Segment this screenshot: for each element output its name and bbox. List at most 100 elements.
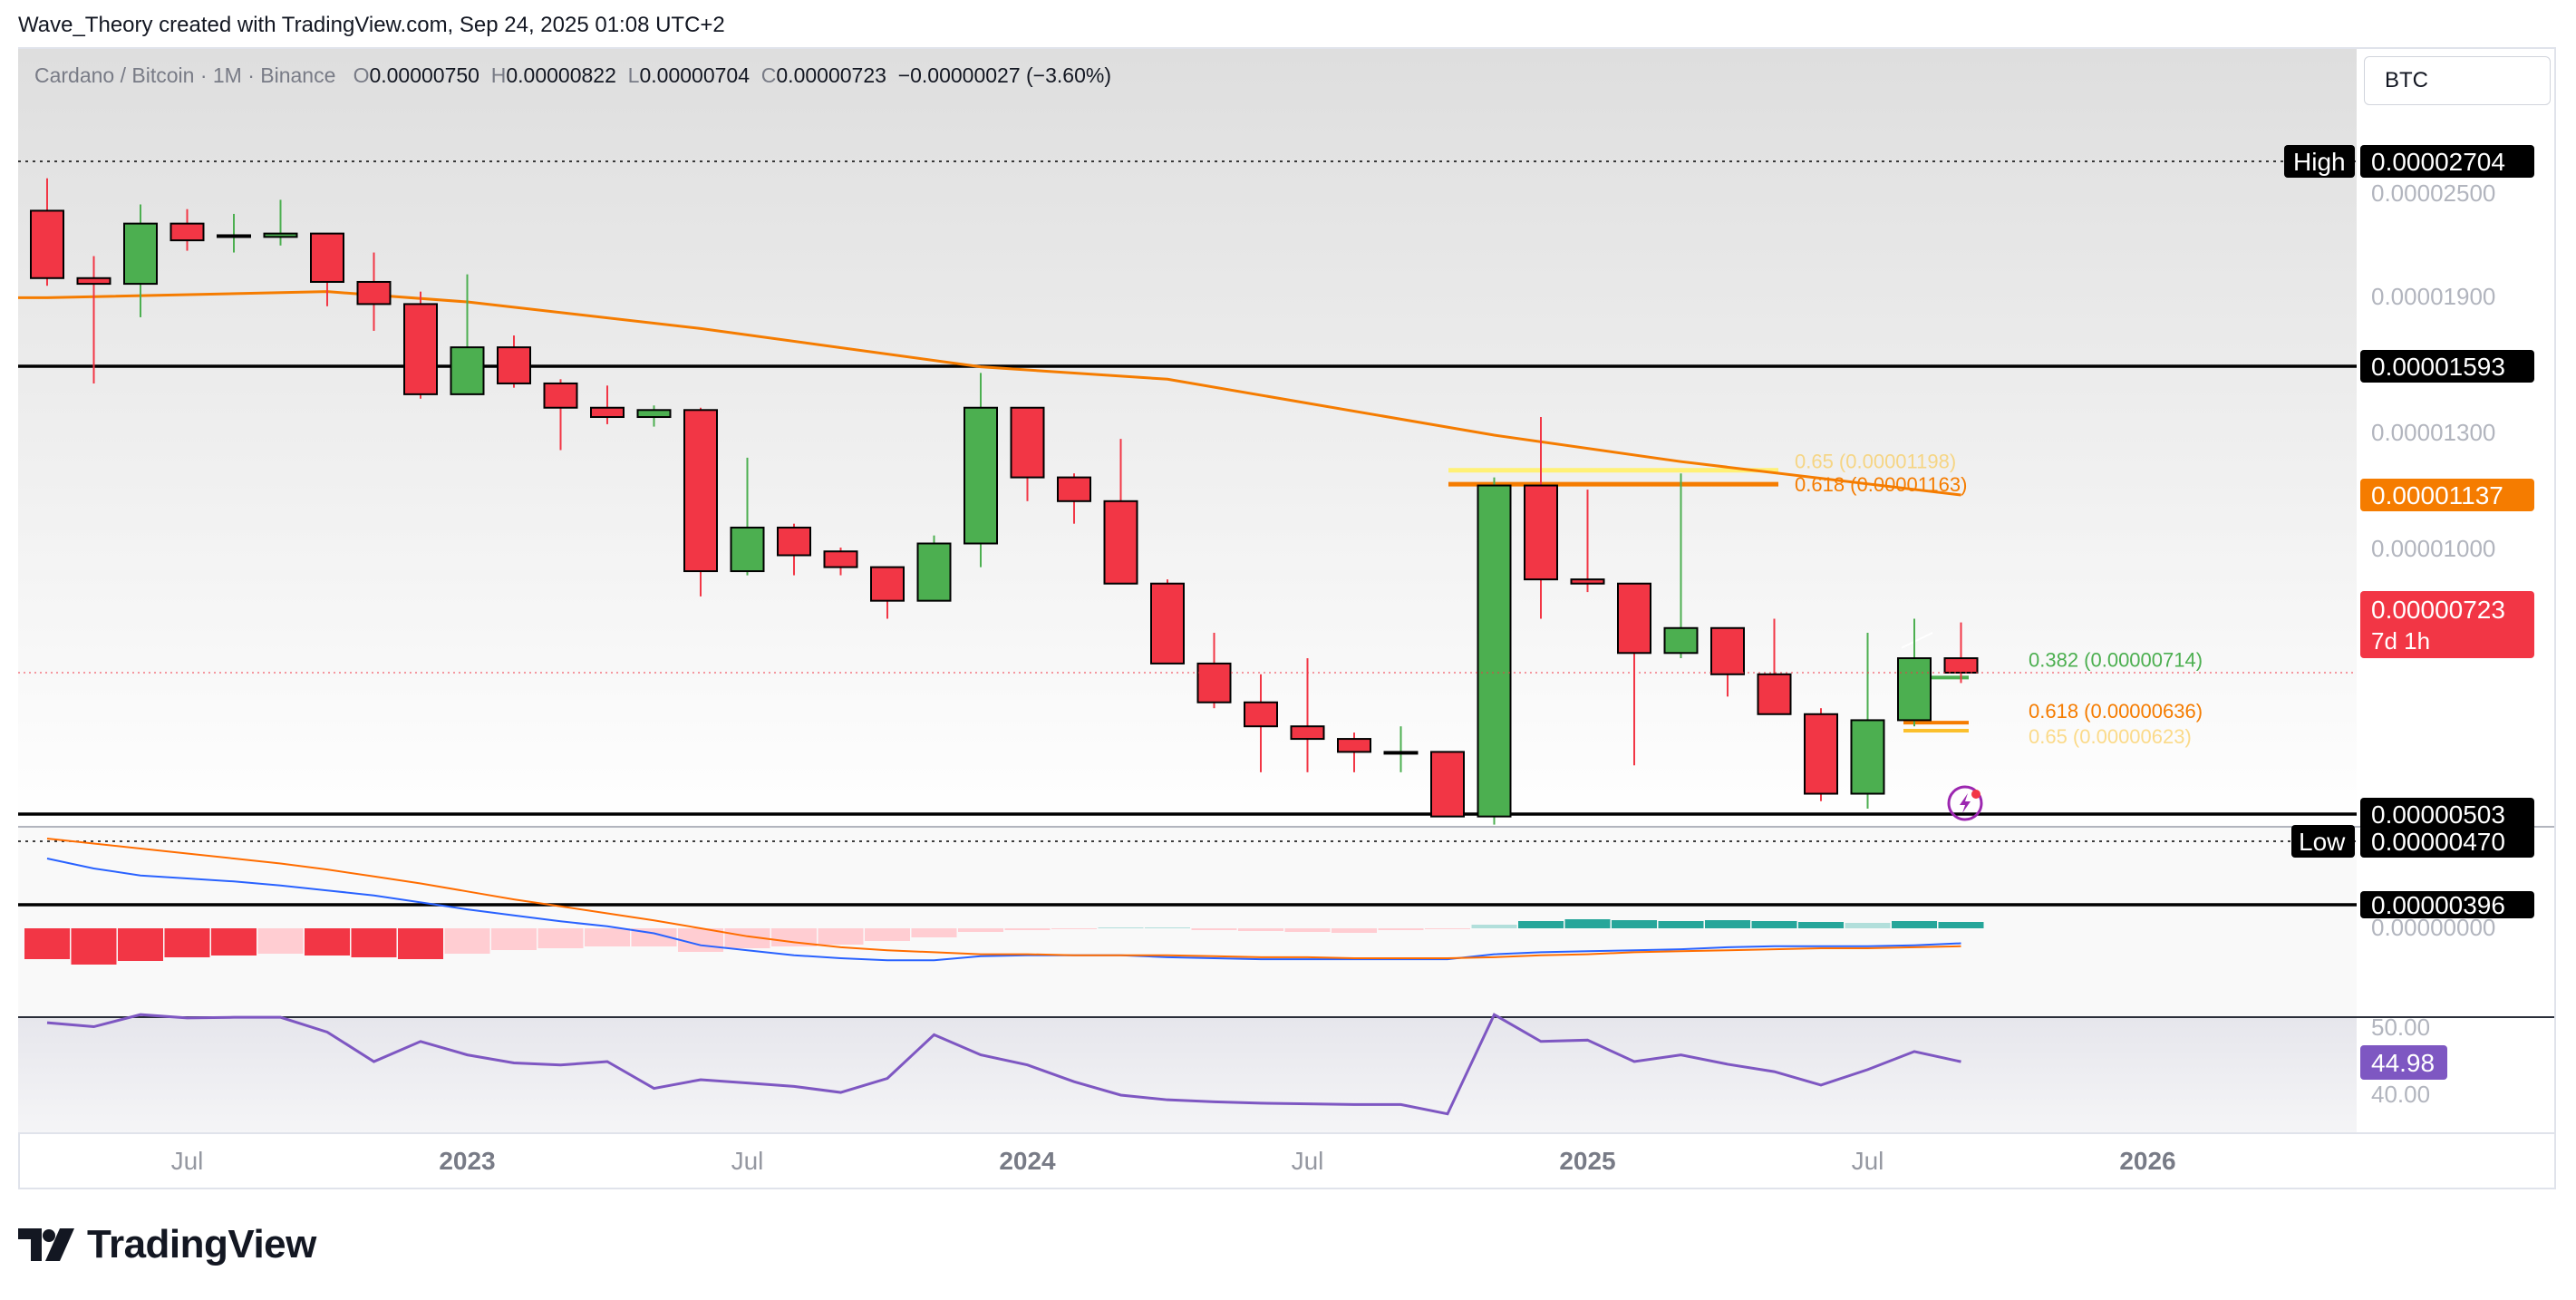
macd-histogram-bar	[1798, 922, 1844, 928]
candle-body	[123, 222, 158, 286]
time-axis-tick: Jul	[1852, 1147, 1884, 1175]
candle-body	[1103, 500, 1138, 585]
candle-body	[1290, 725, 1325, 741]
macd-histogram-bar	[911, 928, 957, 937]
rsi-line	[46, 1013, 1961, 1116]
time-axis-tick: 2023	[439, 1147, 495, 1175]
candle-body	[403, 303, 438, 395]
low-value-tag: 0.00000470	[2371, 828, 2505, 856]
level-1593-tag: 0.00001593	[2371, 353, 2505, 381]
macd-histogram-bar	[305, 928, 350, 956]
time-axis-tick: 2025	[1559, 1147, 1615, 1175]
candle-body	[1570, 578, 1605, 585]
fib-anchor-line	[1901, 632, 1933, 649]
macd-histogram-bar	[1332, 928, 1377, 933]
ema-value-tag-bg	[2360, 479, 2534, 511]
rsi-value-tag: 44.98	[2371, 1049, 2435, 1077]
candle-body	[823, 550, 858, 568]
time-axis-tick: 2024	[999, 1147, 1056, 1175]
macd-histogram-bar	[1705, 920, 1750, 928]
price-axis-tick: 0.00001300	[2371, 419, 2495, 446]
candle-body	[964, 406, 998, 545]
macd-histogram-bar	[958, 928, 1003, 932]
fib-label-0382-lower: 0.382 (0.00000714)	[2029, 648, 2203, 671]
price-axis-tick: 0.00002500	[2371, 179, 2495, 207]
macd-histogram-bar	[724, 928, 770, 948]
macd-histogram-bar	[1284, 928, 1331, 932]
macd-histogram-bar	[1892, 921, 1937, 928]
candle-body	[263, 232, 298, 238]
rsi-axis-tick: 40.00	[2371, 1081, 2430, 1108]
candle-body	[683, 409, 718, 573]
macd-histogram-bar	[1845, 923, 1891, 928]
macd-histogram-bar	[164, 928, 210, 957]
candle-body	[777, 526, 811, 557]
macd-histogram-bar	[1378, 928, 1424, 930]
level-1593-tag-bg	[2360, 350, 2534, 383]
macd-histogram-bar	[211, 928, 257, 956]
symbol-label[interactable]: Cardano / Bitcoin · 1M · Binance	[34, 63, 336, 87]
candle-body	[1524, 484, 1558, 581]
open-value: 0.00000750	[369, 63, 479, 87]
candle-body	[1337, 738, 1371, 753]
candle-body	[1477, 484, 1512, 818]
macd-histogram-bar	[24, 928, 70, 959]
candle-body	[543, 382, 578, 409]
level-396-tag-bg	[2360, 891, 2534, 918]
macd-pane-background	[18, 827, 2357, 1017]
price-pane-background	[18, 49, 2357, 827]
macd-histogram-bar	[1564, 919, 1611, 928]
macd-histogram-bar	[678, 928, 723, 952]
low-value: 0.00000704	[639, 63, 750, 87]
countdown-label: 7d 1h	[2371, 627, 2430, 655]
time-axis-tick: Jul	[171, 1147, 204, 1175]
candle-body	[1710, 626, 1745, 675]
macd-histogram-bar	[1518, 921, 1564, 928]
macd-histogram-bar	[1098, 927, 1144, 928]
time-axis-tick: Jul	[1292, 1147, 1324, 1175]
candle-body	[1244, 701, 1278, 728]
macd-histogram-bar	[1191, 928, 1237, 930]
high-value-tag: 0.00002704	[2371, 148, 2505, 176]
candle-body	[1010, 406, 1045, 479]
price-axis-tick: 0.00001000	[2371, 535, 2495, 562]
high-value: 0.00000822	[506, 63, 616, 87]
tradingview-logo-icon	[18, 1228, 74, 1261]
candle-body	[497, 346, 531, 384]
candle-body	[1617, 582, 1651, 655]
macd-histogram-bar	[1004, 928, 1051, 930]
last-price-tag-bg	[2360, 591, 2534, 658]
macd-histogram-bar	[631, 928, 677, 946]
lightning-icon[interactable]	[1947, 785, 1983, 821]
rsi-pane-background	[18, 1017, 2357, 1133]
macd-histogram-bar	[1425, 928, 1470, 929]
high-key: H	[490, 63, 507, 87]
low-label: Low	[2299, 828, 2346, 856]
candle-body	[76, 276, 111, 286]
macd-histogram-bar	[818, 928, 864, 945]
level-396-tag: 0.00000396	[2371, 891, 2505, 919]
tradingview-wordmark: TradingView	[87, 1222, 316, 1266]
tradingview-logo[interactable]: TradingView	[18, 1222, 316, 1267]
macd-histogram-bar	[1145, 927, 1190, 928]
fib-label-065-lower: 0.65 (0.00000623)	[2029, 725, 2192, 748]
macd-histogram-bar	[537, 928, 584, 948]
candle-body	[169, 222, 205, 242]
candle-body	[356, 280, 392, 306]
candle-body	[1057, 476, 1091, 502]
macd-histogram-bar	[1751, 921, 1797, 928]
currency-button[interactable]: BTC	[2364, 56, 2551, 105]
fib-label-065-upper: 0.65 (0.00001198)	[1795, 451, 1956, 473]
candle-body	[1430, 751, 1465, 818]
candle-body	[916, 542, 952, 602]
macd-histogram-bar	[1051, 928, 1097, 929]
low-label-bg	[2291, 825, 2355, 858]
candle-body	[870, 566, 905, 602]
macd-histogram-bar	[585, 928, 630, 946]
change-value: −0.00000027 (−3.60%)	[897, 63, 1111, 87]
close-value: 0.00000723	[776, 63, 886, 87]
macd-histogram-bar	[491, 928, 537, 950]
candle-body	[636, 409, 672, 419]
candle-body	[1663, 626, 1699, 655]
